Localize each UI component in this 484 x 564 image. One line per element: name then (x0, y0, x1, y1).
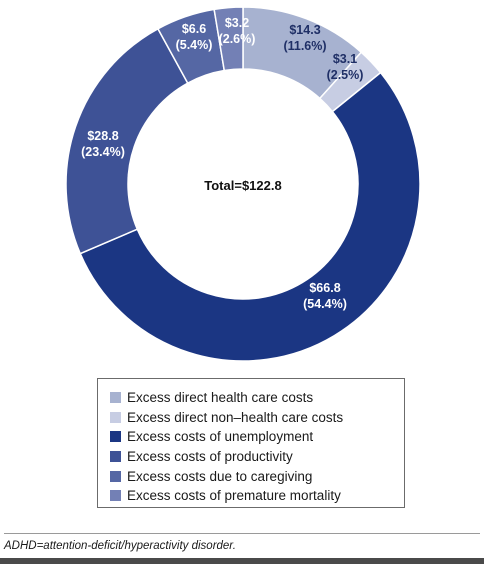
slice-percent-label: (5.4%) (176, 38, 213, 52)
slice-value-label: $3.2 (225, 16, 249, 30)
slice-labels: $14.3 (11.6%) $3.1 (2.5%) $66.8 (54.4%) $28.8 (… (81, 16, 363, 311)
donut-slices (65, 6, 421, 362)
slice-value-label: $14.3 (289, 23, 320, 37)
slice-value-label: $28.8 (87, 129, 118, 143)
legend-label: Excess costs of productivity (127, 449, 293, 465)
donut-slice (213, 6, 244, 72)
legend-label: Excess costs due to caregiving (127, 468, 313, 484)
legend-swatch (110, 470, 121, 482)
legend-item: Excess costs due to caregiving (110, 466, 404, 486)
center-total-label: Total=$122.8 (204, 178, 281, 193)
legend-swatch (110, 490, 121, 502)
chart-legend: Excess direct health care costs Excess d… (97, 378, 405, 508)
legend-swatch (110, 431, 121, 443)
legend-label: Excess costs of premature mortality (127, 488, 341, 504)
legend-label: Excess direct non–health care costs (127, 409, 344, 425)
legend-item: Excess costs of productivity (110, 447, 404, 467)
slice-label: $66.8 (54.4%) (303, 281, 347, 311)
donut-slice (79, 71, 421, 362)
legend-item: Excess costs of unemployment (110, 427, 404, 447)
slice-label: $14.3 (11.6%) (283, 23, 326, 53)
slice-value-label: $66.8 (309, 281, 340, 295)
donut-slice (65, 27, 189, 255)
legend-item: Excess direct non–health care costs (110, 408, 404, 428)
slice-percent-label: (54.4%) (303, 297, 347, 311)
slice-label: $3.2 (2.6%) (219, 16, 256, 46)
donut-chart: $14.3 (11.6%) $3.1 (2.5%) $66.8 (54.4%) $28.8 (… (65, 6, 421, 362)
slice-value-label: $6.6 (182, 22, 206, 36)
legend-item: Excess direct health care costs (110, 388, 404, 408)
legend-label: Excess direct health care costs (127, 390, 314, 406)
slice-value-label: $3.1 (333, 52, 357, 66)
slice-percent-label: (2.5%) (327, 68, 364, 82)
legend-label: Excess costs of unemployment (127, 429, 314, 445)
slice-percent-label: (11.6%) (283, 39, 326, 53)
slice-percent-label: (2.6%) (219, 32, 256, 46)
legend-swatch (110, 411, 121, 423)
slice-label: $6.6 (5.4%) (176, 22, 213, 52)
slice-percent-label: (23.4%) (81, 145, 125, 159)
footnote: ADHD=attention-deficit/hyperactivity dis… (4, 533, 480, 552)
legend-swatch (110, 451, 121, 463)
legend-swatch (110, 392, 121, 404)
slice-label: $3.1 (2.5%) (327, 52, 364, 82)
footer-bar (0, 558, 484, 564)
legend-item: Excess costs of premature mortality (110, 486, 404, 506)
slice-label: $28.8 (23.4%) (81, 129, 125, 159)
